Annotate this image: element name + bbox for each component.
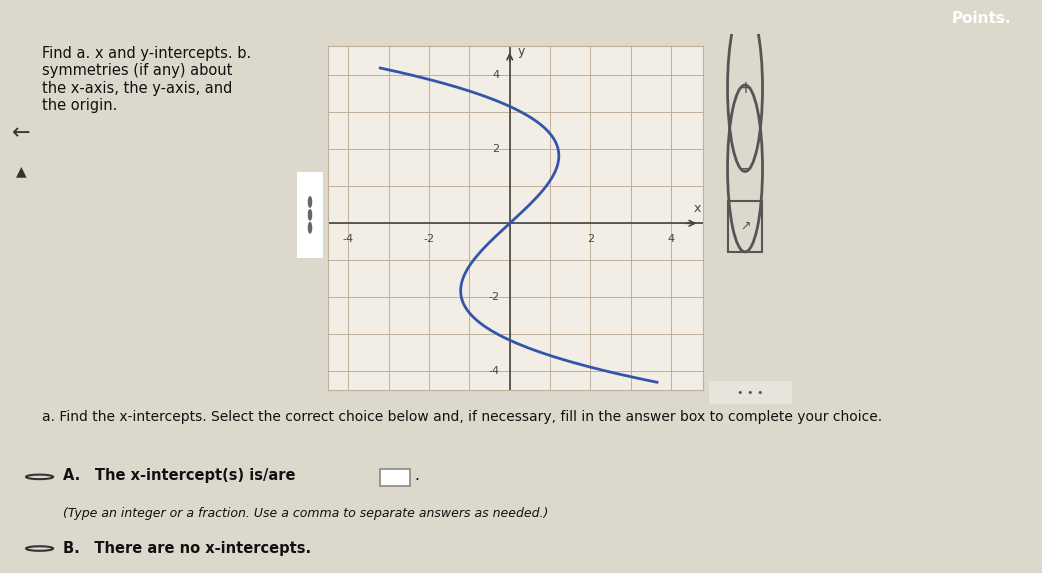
Circle shape (308, 222, 312, 233)
Text: 2: 2 (587, 234, 594, 244)
Text: −: − (738, 159, 752, 178)
Text: ↗: ↗ (740, 220, 750, 233)
Text: +: + (738, 79, 752, 97)
Text: -2: -2 (489, 292, 500, 302)
Text: B. There are no x-intercepts.: B. There are no x-intercepts. (63, 541, 311, 556)
Text: 4: 4 (668, 234, 674, 244)
Text: Find a. x and y-intercepts. b.
symmetries (if any) about
the x-axis, the y-axis,: Find a. x and y-intercepts. b. symmetrie… (42, 46, 251, 113)
Text: x: x (694, 202, 701, 215)
Text: -4: -4 (489, 366, 500, 376)
Text: ▲: ▲ (16, 164, 26, 178)
Text: y: y (518, 45, 525, 58)
Text: -2: -2 (423, 234, 435, 244)
FancyBboxPatch shape (294, 163, 325, 266)
Text: -4: -4 (343, 234, 354, 244)
Text: .: . (415, 468, 420, 482)
Bar (380, 469, 410, 486)
Text: 4: 4 (493, 70, 500, 80)
FancyBboxPatch shape (700, 380, 800, 405)
Text: • • •: • • • (737, 387, 764, 398)
Circle shape (308, 210, 312, 220)
Text: Points.: Points. (951, 11, 1011, 26)
Text: (Type an integer or a fraction. Use a comma to separate answers as needed.): (Type an integer or a fraction. Use a co… (63, 507, 548, 520)
Text: A. The x-intercept(s) is/are: A. The x-intercept(s) is/are (63, 468, 295, 482)
Text: 2: 2 (493, 144, 500, 154)
Text: ←: ← (11, 124, 30, 144)
Circle shape (308, 197, 312, 207)
Bar (727, 201, 762, 252)
Text: a. Find the x-intercepts. Select the correct choice below and, if necessary, fil: a. Find the x-intercepts. Select the cor… (42, 410, 882, 425)
